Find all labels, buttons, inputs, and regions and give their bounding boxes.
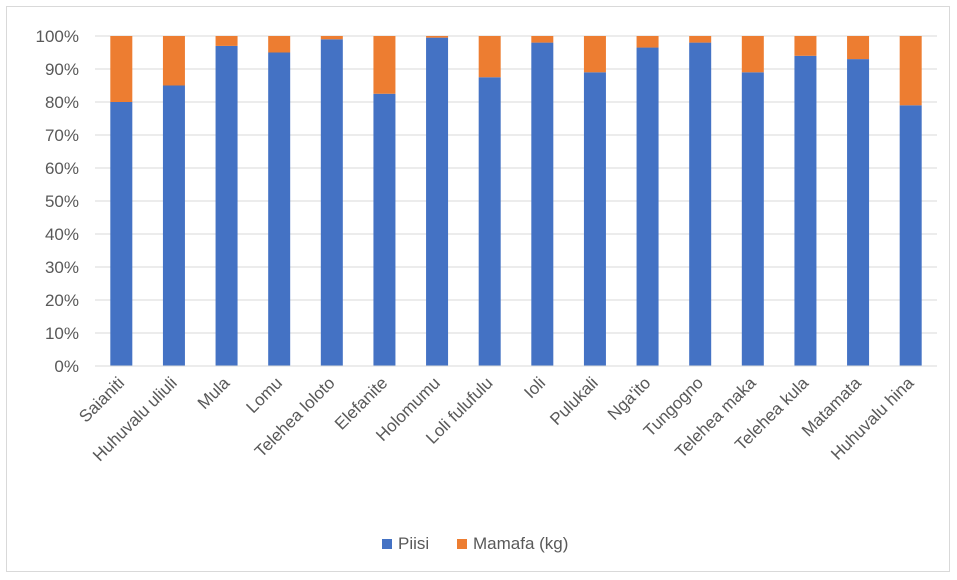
bar-segment-mamafa [320, 36, 343, 40]
bar-segment-piisi [899, 105, 922, 367]
x-tick-label: Mula [194, 373, 234, 413]
x-tick-label: Pulukali [546, 373, 602, 429]
legend-swatch [457, 539, 467, 549]
bar-segment-piisi [583, 72, 606, 367]
bar-segment-mamafa [373, 36, 396, 94]
bar-segment-piisi [689, 42, 712, 366]
y-tick-label: 80% [45, 93, 79, 112]
bar-segment-piisi [531, 42, 554, 366]
x-tick-label: Saianiti [75, 373, 128, 426]
x-tick-label: Ioli [520, 373, 549, 402]
bars [110, 36, 922, 367]
bar-segment-piisi [215, 45, 238, 367]
bar-segment-mamafa [847, 36, 870, 60]
bar-segment-piisi [741, 72, 764, 367]
legend: Piisi Mamafa (kg) [382, 534, 568, 553]
bar-segment-piisi [373, 93, 396, 366]
x-tick-label: Lomu [243, 373, 287, 417]
bar-segment-piisi [426, 37, 449, 367]
legend-label: Mamafa (kg) [473, 534, 568, 553]
y-tick-label: 70% [45, 126, 79, 145]
y-tick-label: 50% [45, 192, 79, 211]
bar-segment-mamafa [110, 36, 133, 102]
bar-segment-piisi [162, 85, 185, 366]
x-tick-label: Nga'ito [604, 373, 654, 423]
bar-segment-mamafa [583, 36, 606, 73]
bar-segment-mamafa [215, 36, 238, 46]
bar-segment-piisi [794, 55, 817, 367]
y-axis-ticks: 0% 10% 20% 30% 40% 50% 60% 70% 80% 90% 100% [36, 27, 79, 376]
bar-segment-mamafa [268, 36, 291, 53]
bar-segment-mamafa [426, 36, 449, 38]
bar-segment-mamafa [478, 36, 501, 78]
legend-label: Piisi [398, 534, 429, 553]
bar-segment-mamafa [689, 36, 712, 43]
y-tick-label: 0% [54, 357, 79, 376]
bar-segment-piisi [847, 59, 870, 366]
bar-segment-mamafa [162, 36, 185, 86]
bar-segment-mamafa [741, 36, 764, 73]
legend-swatch [382, 539, 392, 549]
y-tick-label: 90% [45, 60, 79, 79]
y-tick-label: 60% [45, 159, 79, 178]
bar-segment-piisi [110, 102, 133, 366]
bar-segment-mamafa [899, 36, 922, 106]
bar-segment-mamafa [531, 36, 554, 43]
y-tick-label: 100% [36, 27, 79, 46]
bar-segment-piisi [320, 39, 343, 367]
bar-segment-mamafa [794, 36, 817, 56]
y-tick-label: 20% [45, 291, 79, 310]
bar-segment-mamafa [636, 36, 659, 48]
y-tick-label: 10% [45, 324, 79, 343]
y-tick-label: 30% [45, 258, 79, 277]
bar-segment-piisi [636, 47, 659, 367]
bar-segment-piisi [268, 52, 291, 366]
bar-segment-piisi [478, 77, 501, 366]
y-tick-label: 40% [45, 225, 79, 244]
